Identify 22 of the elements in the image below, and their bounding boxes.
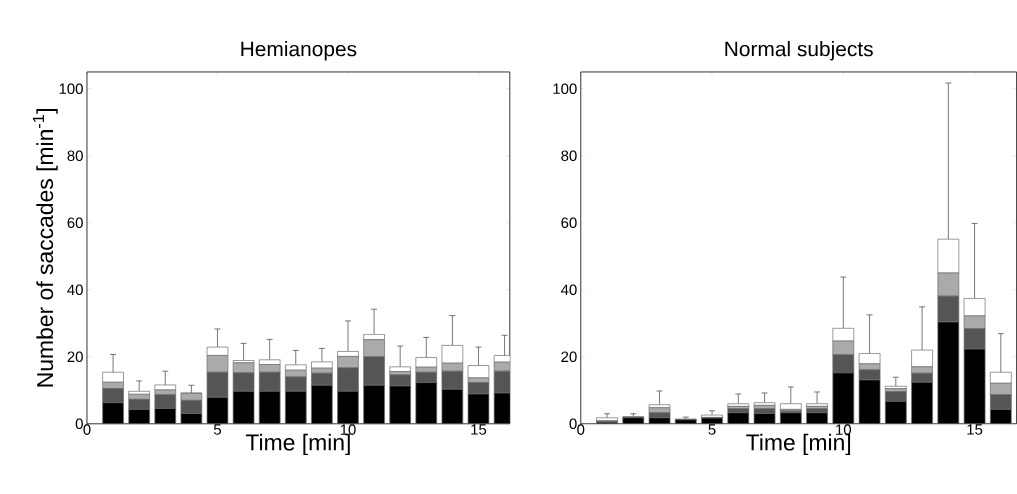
x-tick-label: 0: [577, 424, 585, 436]
y-tick-label: 80: [561, 150, 577, 162]
x-tick-label: 5: [213, 424, 222, 435]
y-tick-label: 40: [560, 284, 577, 296]
x-tick-label: 10: [340, 424, 356, 436]
chart-title: Normal subjects: [725, 41, 873, 61]
x-tick-label: 15: [471, 424, 487, 435]
y-axis-title: Number of saccades [min$^{-1}$]: [32, 109, 58, 387]
x-axis-title: Time [min]: [746, 433, 851, 456]
y-tick-label: 100: [59, 83, 83, 95]
y-tick-label: 60: [561, 217, 577, 229]
y-tick-label: 20: [561, 351, 577, 363]
y-tick-label: 40: [67, 284, 83, 296]
y-tick-label: 100: [553, 83, 577, 95]
y-tick-label: 80: [67, 150, 83, 162]
x-tick-label: 0: [83, 424, 91, 436]
x-axis-title: Time [min]: [245, 433, 350, 456]
y-tick-label: 60: [67, 217, 83, 229]
x-tick-label: 15: [967, 424, 983, 435]
y-tick-label: 20: [67, 351, 83, 363]
chart-title: Hemianopes: [241, 41, 357, 61]
x-tick-label: 5: [708, 424, 716, 435]
